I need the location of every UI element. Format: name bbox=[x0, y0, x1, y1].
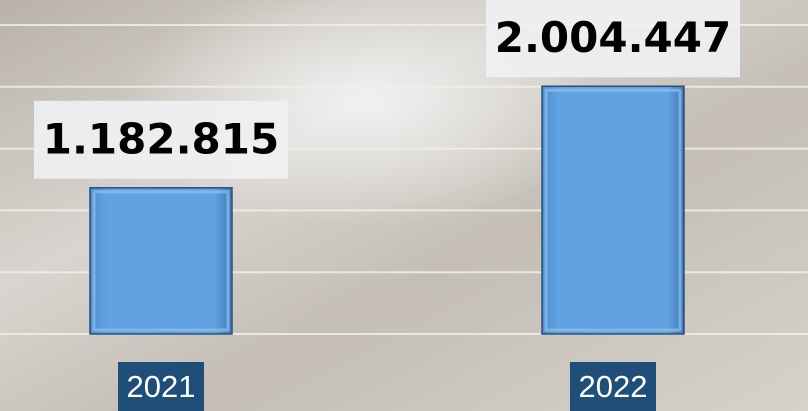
value-label: 1.182.815 bbox=[43, 114, 279, 163]
value-label: 2.004.447 bbox=[495, 13, 731, 62]
bar bbox=[90, 188, 232, 334]
x-tick-label: 2022 bbox=[579, 369, 648, 404]
x-tick-label: 2021 bbox=[127, 369, 196, 404]
bar bbox=[542, 86, 684, 334]
chart: 1.182.815 2021 2.004.447 2022 bbox=[0, 0, 808, 411]
